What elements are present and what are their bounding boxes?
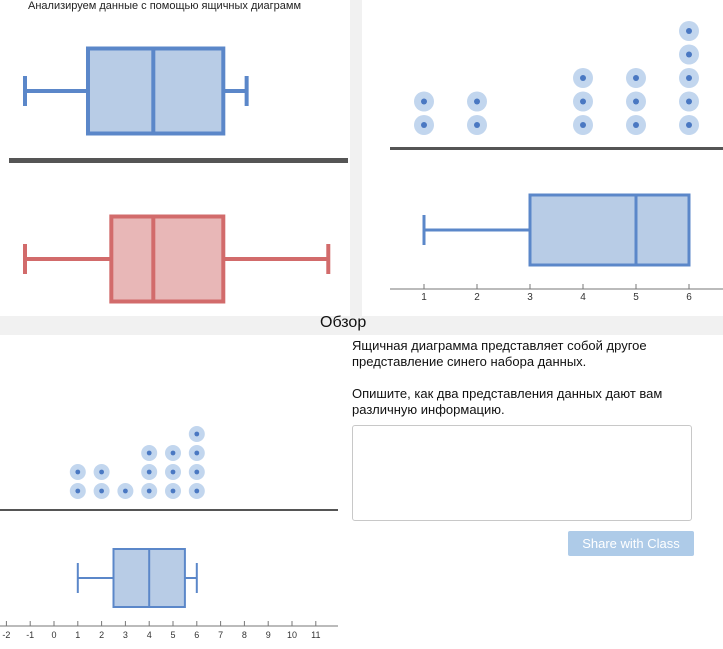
review-x-tick-label: -2: [2, 630, 10, 640]
top-dot-plot-dot-center: [580, 75, 586, 81]
x-tick-label: 5: [633, 292, 639, 303]
x-tick-label: 1: [421, 292, 427, 303]
question-line-3: Опишите, как два представления данных да…: [352, 386, 663, 401]
top-left-panel: Анализируем данные с помощью ящичных диа…: [0, 0, 350, 316]
review-x-tick-label: 2: [99, 630, 104, 640]
x-tick-label: 6: [686, 292, 692, 303]
question-line-1: Ящичная диаграмма представляет собой дру…: [352, 338, 647, 353]
top-dot-plot-dot-center: [421, 98, 427, 105]
page-title: Анализируем данные с помощью ящичных диа…: [28, 0, 302, 12]
x-tick-label: 3: [527, 292, 533, 303]
dot-and-box-plot: 1 2 3 4 5 6: [390, 21, 723, 303]
review-x-tick-label: 1: [75, 630, 80, 640]
top-dot-plot-dot-center: [474, 122, 480, 128]
review-x-tick-label: 0: [51, 630, 56, 640]
review-dot-plot-dot-center: [194, 488, 200, 494]
review-x-tick-label: 6: [194, 630, 199, 640]
top-dot-plot-dot-center: [686, 28, 692, 34]
top-dot-plot-dot-center: [633, 75, 639, 81]
blue-box-plot-box: [85, 46, 226, 136]
question-text-2: Опишите, как два представления данных да…: [352, 386, 692, 418]
divider-line: [9, 158, 348, 163]
review-dot-plot-dot-center: [99, 488, 104, 494]
dot-plot-baseline: [390, 147, 723, 150]
review-dot-plot-dot-center: [123, 488, 128, 494]
review-dot-and-box-plot: -2 -1 0 1 2 3 4 5 6 7 8 9 10 11: [0, 426, 338, 640]
review-x-tick-label: 3: [123, 630, 128, 640]
review-x-tick-label: 4: [147, 630, 152, 640]
top-dot-plot-dot-center: [686, 51, 692, 58]
top-dot-plot-dot-center: [686, 98, 692, 105]
top-dot-plot-dot-center: [686, 75, 692, 81]
two-box-plots: [9, 46, 348, 304]
share-with-class-button[interactable]: Share with Class: [568, 531, 694, 556]
review-title: Обзор: [320, 314, 367, 331]
review-dot-plot-dot-center: [194, 450, 200, 456]
question-panel: Ящичная диаграмма представляет собой дру…: [338, 335, 723, 649]
top-right-panel: 1 2 3 4 5 6: [362, 0, 723, 316]
review-dot-plot-dot-center: [146, 450, 152, 456]
top-dot-plot-dot-center: [421, 122, 427, 128]
review-x-tick-label: 9: [266, 630, 271, 640]
review-x-tick-label: 10: [287, 630, 297, 640]
x-tick-label: 4: [580, 292, 586, 303]
review-dot-plot-dot-center: [194, 431, 200, 437]
review-x-tick-label: -1: [26, 630, 34, 640]
x-tick-label: 2: [474, 292, 480, 303]
review-dot-plot-dot-center: [75, 488, 81, 494]
review-x-tick-label: 8: [242, 630, 247, 640]
top-dot-plot-dot-center: [686, 122, 692, 128]
review-dot-plot-dot-center: [75, 469, 81, 475]
review-x-tick-label: 5: [170, 630, 175, 640]
review-dot-plot-dot-center: [170, 488, 176, 494]
top-dot-plot-dot-center: [633, 98, 639, 105]
review-dot-plot-dot-center: [146, 488, 152, 494]
review-x-tick-label: 11: [311, 630, 320, 640]
review-x-tick-label: 7: [218, 630, 223, 640]
top-dot-plot-dot-center: [580, 122, 586, 128]
review-dot-baseline: [0, 509, 338, 511]
review-dot-plot-dot-center: [170, 450, 176, 456]
review-dot-plot-dot-center: [99, 469, 104, 475]
question-line-2: представление синего набора данных.: [352, 354, 587, 369]
question-text-1: Ящичная диаграмма представляет собой дру…: [352, 338, 692, 370]
top-right-box-plot-box: [528, 193, 691, 267]
top-dot-plot-dot-center: [474, 98, 480, 105]
top-dot-plot-dot-center: [633, 122, 639, 128]
answer-input[interactable]: [352, 425, 692, 521]
review-dot-plot-dot-center: [194, 469, 200, 475]
top-dot-plot-dot-center: [580, 98, 586, 105]
review-dot-plot-dot-center: [170, 469, 176, 475]
red-box-plot-box: [109, 214, 226, 304]
review-dot-plot-dot-center: [146, 469, 152, 475]
question-line-4: различную информацию.: [352, 402, 505, 417]
bottom-left-panel: -2 -1 0 1 2 3 4 5 6 7 8 9 10 11: [0, 335, 338, 649]
